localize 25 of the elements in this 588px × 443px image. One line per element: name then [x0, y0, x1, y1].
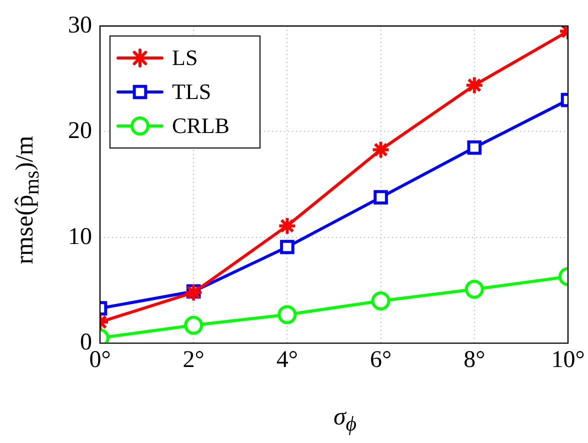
legend-label: TLS — [172, 78, 212, 104]
y-tick-label: 20 — [68, 118, 92, 144]
x-tick-label: 2° — [182, 346, 204, 373]
point — [280, 240, 294, 254]
y-tick-label: 30 — [68, 12, 92, 38]
y-tick-label: 0 — [80, 329, 92, 356]
point — [278, 216, 297, 236]
point — [371, 140, 390, 160]
point — [184, 316, 204, 335]
x-tick-label: 6° — [370, 346, 392, 373]
point — [464, 76, 484, 95]
point — [374, 190, 388, 204]
point — [184, 282, 204, 302]
point — [278, 305, 297, 324]
x-tick-label: 10° — [551, 346, 585, 373]
x-axis-title: σ$_{ϕ}$ — [333, 404, 357, 436]
y-tick-label: 10 — [68, 224, 92, 250]
x-tick-label: 4° — [276, 346, 298, 373]
x-tick-label: 8° — [464, 346, 486, 373]
x-tick-label: 0° — [89, 346, 111, 373]
legend-label: CRLB — [172, 112, 230, 138]
point — [464, 280, 484, 299]
legend-label: LS — [172, 44, 198, 70]
point — [467, 140, 482, 155]
point — [371, 291, 390, 310]
